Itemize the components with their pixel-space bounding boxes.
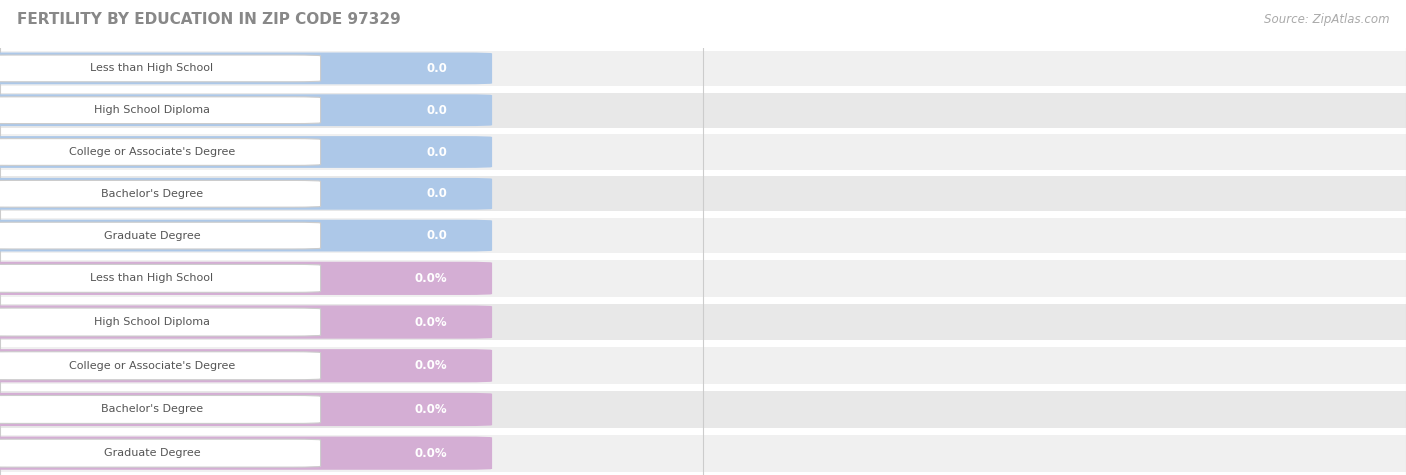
FancyBboxPatch shape [0, 396, 321, 423]
FancyBboxPatch shape [0, 347, 1406, 384]
FancyBboxPatch shape [0, 178, 492, 209]
FancyBboxPatch shape [0, 222, 321, 249]
Text: 0.0%: 0.0% [415, 315, 447, 329]
Text: High School Diploma: High School Diploma [94, 105, 209, 115]
FancyBboxPatch shape [0, 51, 1406, 86]
Text: Bachelor's Degree: Bachelor's Degree [101, 404, 202, 415]
FancyBboxPatch shape [0, 97, 321, 124]
Text: 0.0: 0.0 [426, 104, 447, 117]
FancyBboxPatch shape [0, 437, 492, 470]
Text: 0.0%: 0.0% [415, 272, 447, 285]
Text: 0.0: 0.0 [426, 145, 447, 159]
FancyBboxPatch shape [0, 134, 1406, 170]
FancyBboxPatch shape [0, 139, 321, 165]
FancyBboxPatch shape [0, 305, 492, 339]
FancyBboxPatch shape [0, 352, 321, 380]
FancyBboxPatch shape [0, 265, 321, 292]
FancyBboxPatch shape [0, 439, 321, 467]
Text: FERTILITY BY EDUCATION IN ZIP CODE 97329: FERTILITY BY EDUCATION IN ZIP CODE 97329 [17, 11, 401, 27]
FancyBboxPatch shape [0, 180, 321, 207]
FancyBboxPatch shape [0, 136, 492, 168]
Text: College or Associate's Degree: College or Associate's Degree [69, 147, 235, 157]
Text: 0.0%: 0.0% [415, 446, 447, 460]
FancyBboxPatch shape [0, 308, 321, 336]
Text: 0.0: 0.0 [426, 187, 447, 200]
FancyBboxPatch shape [0, 260, 1406, 297]
Text: 0.0: 0.0 [426, 62, 447, 75]
FancyBboxPatch shape [0, 55, 321, 82]
Text: Less than High School: Less than High School [90, 63, 214, 74]
FancyBboxPatch shape [0, 220, 492, 251]
Text: College or Associate's Degree: College or Associate's Degree [69, 361, 235, 371]
Text: Graduate Degree: Graduate Degree [104, 448, 200, 458]
Text: 0.0%: 0.0% [415, 359, 447, 372]
FancyBboxPatch shape [0, 53, 492, 84]
Text: Bachelor's Degree: Bachelor's Degree [101, 189, 202, 199]
FancyBboxPatch shape [0, 435, 1406, 472]
FancyBboxPatch shape [0, 391, 1406, 428]
FancyBboxPatch shape [0, 93, 1406, 128]
Text: Source: ZipAtlas.com: Source: ZipAtlas.com [1264, 12, 1389, 26]
FancyBboxPatch shape [0, 304, 1406, 341]
Text: Graduate Degree: Graduate Degree [104, 230, 200, 241]
FancyBboxPatch shape [0, 393, 492, 426]
Text: 0.0%: 0.0% [415, 403, 447, 416]
Text: Less than High School: Less than High School [90, 273, 214, 284]
FancyBboxPatch shape [0, 218, 1406, 253]
FancyBboxPatch shape [0, 349, 492, 382]
Text: High School Diploma: High School Diploma [94, 317, 209, 327]
FancyBboxPatch shape [0, 95, 492, 126]
FancyBboxPatch shape [0, 176, 1406, 211]
FancyBboxPatch shape [0, 262, 492, 295]
Text: 0.0: 0.0 [426, 229, 447, 242]
